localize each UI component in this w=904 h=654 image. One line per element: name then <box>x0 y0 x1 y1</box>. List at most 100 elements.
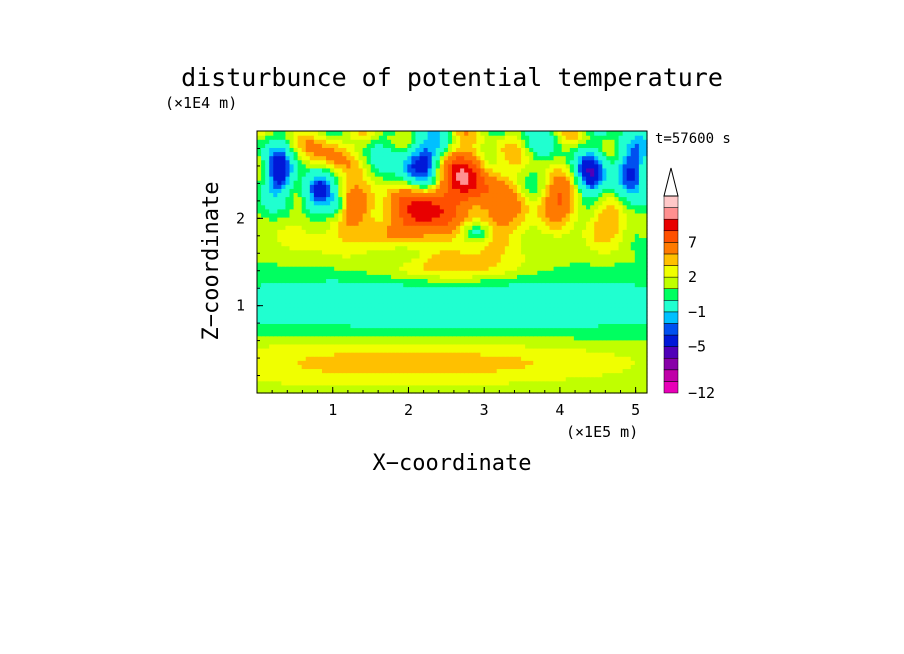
heatmap-cell <box>553 335 559 341</box>
heatmap-cell <box>342 339 347 345</box>
heatmap-cell <box>374 347 380 353</box>
heatmap-cell <box>407 270 412 275</box>
heatmap-cell <box>399 241 404 247</box>
heatmap-cell <box>342 323 347 329</box>
heatmap-cell <box>309 184 315 189</box>
heatmap-cell <box>382 241 388 247</box>
heatmap-cell <box>638 225 644 230</box>
heatmap-cell <box>622 262 628 267</box>
heatmap-cell <box>602 270 607 275</box>
heatmap-cell <box>496 286 502 292</box>
heatmap-cell <box>301 368 307 374</box>
heatmap-cell <box>391 290 396 296</box>
heatmap-cell <box>626 307 632 312</box>
heatmap-cell <box>362 278 368 284</box>
heatmap-cell <box>622 282 628 288</box>
heatmap-cell <box>553 208 559 214</box>
heatmap-cell <box>529 225 534 230</box>
heatmap-cell <box>435 208 441 214</box>
heatmap-cell <box>387 311 392 316</box>
heatmap-cell <box>399 212 404 218</box>
heatmap-cell <box>313 180 319 185</box>
heatmap-cell <box>537 380 542 386</box>
heatmap-cell <box>638 184 644 189</box>
heatmap-cell <box>334 204 339 210</box>
heatmap-cell <box>269 188 274 194</box>
heatmap-cell <box>265 380 270 386</box>
heatmap-cell <box>504 307 510 312</box>
heatmap-cell <box>533 315 538 320</box>
heatmap-cell <box>508 331 514 337</box>
heatmap-cell <box>362 257 368 263</box>
heatmap-cell <box>549 368 555 374</box>
heatmap-cell <box>281 335 287 341</box>
heatmap-cell <box>378 388 384 394</box>
heatmap-cell <box>484 225 490 230</box>
heatmap-cell <box>618 229 624 234</box>
heatmap-cell <box>281 241 287 247</box>
heatmap-cell <box>378 196 384 202</box>
heatmap-cell <box>257 237 262 243</box>
heatmap-cell <box>447 290 453 296</box>
heatmap-cell <box>586 225 591 230</box>
heatmap-cell <box>468 335 473 341</box>
heatmap-cell <box>411 360 417 365</box>
heatmap-cell <box>541 204 547 210</box>
heatmap-cell <box>517 372 522 378</box>
heatmap-cell <box>484 233 490 239</box>
heatmap-cell <box>330 343 335 349</box>
heatmap-cell <box>460 241 465 247</box>
heatmap-cell <box>553 331 559 337</box>
heatmap-cell <box>577 335 583 341</box>
heatmap-cell <box>395 184 400 189</box>
heatmap-cell <box>342 286 347 292</box>
heatmap-cell <box>638 339 644 345</box>
heatmap-cell <box>309 253 315 259</box>
heatmap-cell <box>602 192 607 198</box>
heatmap-cell <box>565 237 571 243</box>
heatmap-cell <box>399 184 404 189</box>
heatmap-cell <box>338 180 343 185</box>
heatmap-cell <box>630 245 636 251</box>
heatmap-cell <box>541 298 547 304</box>
heatmap-cell <box>456 343 461 349</box>
heatmap-cell <box>517 221 522 226</box>
heatmap-cell <box>549 216 555 222</box>
heatmap-cell <box>492 290 498 296</box>
heatmap-cell <box>634 298 640 304</box>
heatmap-cell <box>362 216 368 222</box>
heatmap-cell <box>378 298 384 304</box>
heatmap-cell <box>569 221 575 226</box>
heatmap-cell <box>561 298 567 304</box>
heatmap-cell <box>378 257 384 263</box>
heatmap-cell <box>488 237 494 243</box>
heatmap-cell <box>638 278 644 284</box>
heatmap-cell <box>512 364 518 370</box>
heatmap-cell <box>411 294 417 300</box>
heatmap-cell <box>293 364 299 370</box>
heatmap-cell <box>618 298 624 304</box>
heatmap-cell <box>378 331 384 337</box>
heatmap-cell <box>362 352 368 357</box>
heatmap-cell <box>634 212 640 218</box>
heatmap-cell <box>342 311 347 316</box>
heatmap-cell <box>614 368 620 374</box>
heatmap-cell <box>561 245 567 251</box>
heatmap-cell <box>419 290 425 296</box>
heatmap-cell <box>642 262 648 267</box>
heatmap-cell <box>354 347 360 353</box>
heatmap-cell <box>630 368 636 374</box>
heatmap-cell <box>293 356 299 361</box>
heatmap-cell <box>297 192 303 198</box>
heatmap-cell <box>561 225 567 230</box>
heatmap-cell <box>419 204 425 210</box>
heatmap-cell <box>561 208 567 214</box>
heatmap-cell <box>586 364 591 370</box>
heatmap-cell <box>602 347 607 353</box>
heatmap-cell <box>419 180 425 185</box>
heatmap-cell <box>472 311 477 316</box>
heatmap-cell <box>403 225 408 230</box>
heatmap-cell <box>512 196 518 202</box>
heatmap-cell <box>378 212 384 218</box>
heatmap-cell <box>447 262 453 267</box>
